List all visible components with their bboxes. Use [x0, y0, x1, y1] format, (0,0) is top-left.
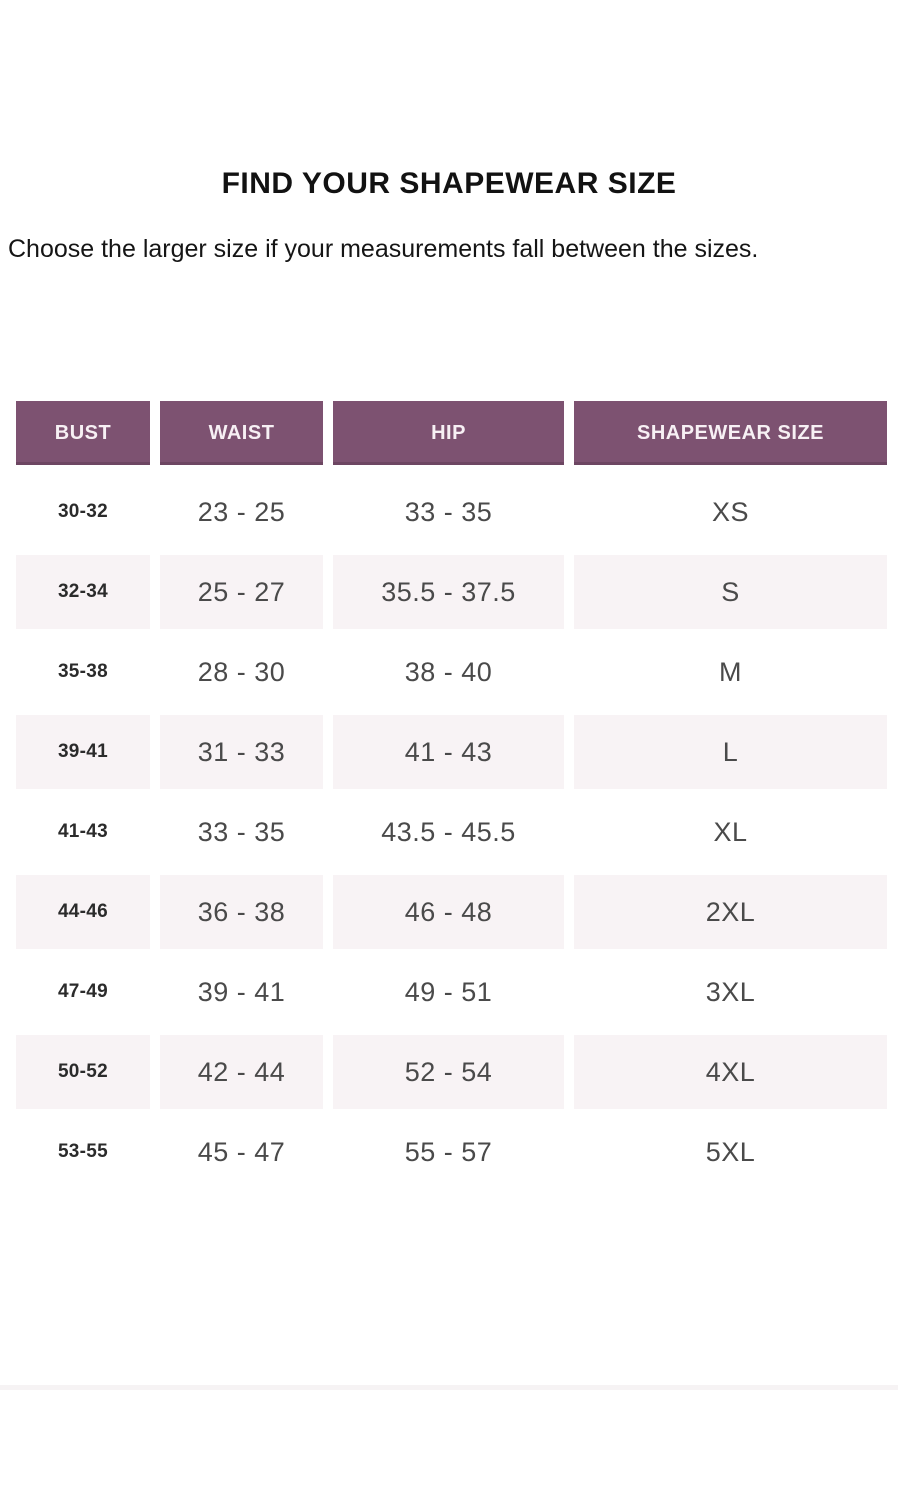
size-cell: S	[574, 555, 887, 629]
table-row: 32-34 25 - 27 35.5 - 37.5 S	[16, 552, 887, 632]
hip-cell: 55 - 57	[404, 1136, 493, 1167]
hip-cell: 46 - 48	[333, 875, 564, 949]
bust-cell: 30-32	[57, 501, 109, 522]
header-cell-bust: BUST	[16, 401, 150, 465]
header-cell-waist: WAIST	[160, 401, 323, 465]
size-cell: 5XL	[705, 1136, 756, 1167]
size-cell: 3XL	[705, 976, 756, 1007]
header-cell-shapewear-size: SHAPEWEAR SIZE	[574, 401, 887, 465]
bust-cell: 35-38	[57, 661, 109, 682]
table-row: 41-43 33 - 35 43.5 - 45.5 XL	[16, 792, 887, 872]
waist-cell: 31 - 33	[160, 715, 323, 789]
table-row: 30-32 23 - 25 33 - 35 XS	[16, 472, 887, 552]
header-cell-hip: HIP	[333, 401, 564, 465]
bust-cell: 41-43	[57, 821, 109, 842]
waist-cell: 23 - 25	[197, 496, 286, 527]
waist-cell: 25 - 27	[160, 555, 323, 629]
hip-cell: 33 - 35	[404, 496, 493, 527]
bust-cell: 44-46	[16, 875, 150, 949]
waist-cell: 36 - 38	[160, 875, 323, 949]
page-subtitle: Choose the larger size if your measureme…	[8, 235, 759, 263]
waist-cell: 39 - 41	[197, 976, 286, 1007]
bust-cell: 53-55	[57, 1141, 109, 1162]
size-cell: M	[719, 656, 742, 687]
bust-cell: 50-52	[16, 1035, 150, 1109]
bust-cell: 47-49	[57, 981, 109, 1002]
size-cell: XL	[713, 816, 748, 847]
size-cell: L	[574, 715, 887, 789]
hip-cell: 52 - 54	[333, 1035, 564, 1109]
waist-cell: 33 - 35	[197, 816, 286, 847]
hip-cell: 35.5 - 37.5	[333, 555, 564, 629]
table-row: 53-55 45 - 47 55 - 57 5XL	[16, 1112, 887, 1192]
size-cell: 4XL	[574, 1035, 887, 1109]
table-row: 47-49 39 - 41 49 - 51 3XL	[16, 952, 887, 1032]
card-bottom-edge	[0, 1385, 898, 1390]
size-cell: 2XL	[574, 875, 887, 949]
table-header-row: BUST WAIST HIP SHAPEWEAR SIZE	[16, 401, 887, 465]
size-chart-table: BUST WAIST HIP SHAPEWEAR SIZE 30-32 23 -…	[16, 401, 887, 1192]
table-row: 50-52 42 - 44 52 - 54 4XL	[16, 1032, 887, 1112]
bust-cell: 39-41	[16, 715, 150, 789]
hip-cell: 38 - 40	[404, 656, 493, 687]
table-row: 35-38 28 - 30 38 - 40 M	[16, 632, 887, 712]
table-row: 39-41 31 - 33 41 - 43 L	[16, 712, 887, 792]
bust-cell: 32-34	[16, 555, 150, 629]
table-row: 44-46 36 - 38 46 - 48 2XL	[16, 872, 887, 952]
size-cell: XS	[711, 496, 750, 527]
table-body: 30-32 23 - 25 33 - 35 XS 32-34 25 - 27 3…	[16, 472, 887, 1192]
hip-cell: 49 - 51	[404, 976, 493, 1007]
waist-cell: 42 - 44	[160, 1035, 323, 1109]
waist-cell: 28 - 30	[197, 656, 286, 687]
page-title: FIND YOUR SHAPEWEAR SIZE	[221, 167, 677, 200]
hip-cell: 43.5 - 45.5	[381, 816, 516, 847]
waist-cell: 45 - 47	[197, 1136, 286, 1167]
hip-cell: 41 - 43	[333, 715, 564, 789]
